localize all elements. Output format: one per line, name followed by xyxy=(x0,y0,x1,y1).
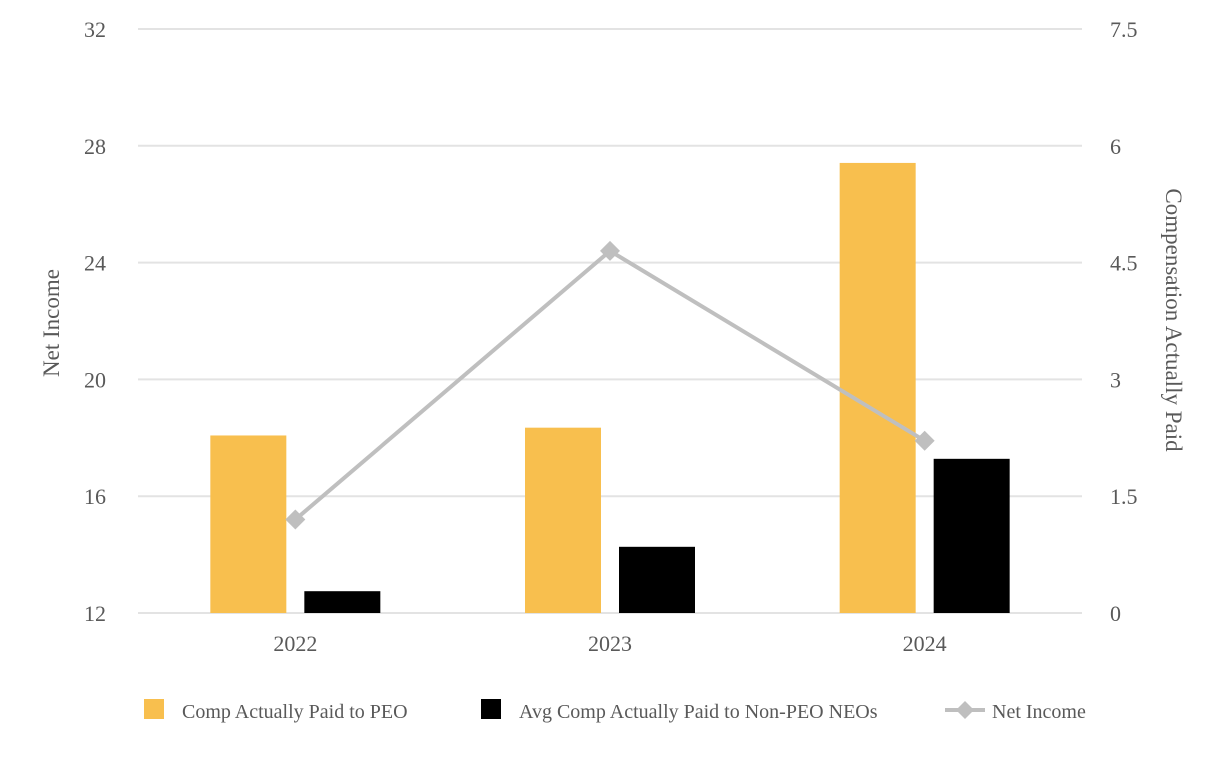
bar xyxy=(304,591,381,613)
legend-swatch-marker xyxy=(956,701,974,719)
line-marker xyxy=(914,430,935,451)
legend-label: Net Income xyxy=(992,701,1086,723)
left-axis-title: Net Income xyxy=(39,269,64,377)
legend: Comp Actually Paid to PEO Avg Comp Actual… xyxy=(144,699,1086,723)
left-tick-label: 20 xyxy=(84,367,106,392)
left-axis-ticks: 12 16 20 24 28 32 xyxy=(84,17,106,626)
x-axis-ticks: 2022 2023 2024 xyxy=(273,631,946,656)
right-tick-label: 0 xyxy=(1110,601,1121,626)
right-tick-label: 1.5 xyxy=(1110,484,1138,509)
bar xyxy=(210,435,287,613)
line-marker xyxy=(600,240,620,261)
legend-swatch xyxy=(144,699,164,719)
legend-swatch xyxy=(481,699,501,719)
left-tick-label: 16 xyxy=(84,484,106,509)
gridlines xyxy=(138,28,1082,614)
left-tick-label: 32 xyxy=(84,17,106,42)
bar xyxy=(933,458,1010,613)
bar xyxy=(525,427,601,613)
bar xyxy=(839,162,916,613)
left-tick-label: 12 xyxy=(84,601,106,626)
right-axis-title: Compensation Actually Paid xyxy=(1161,188,1186,452)
legend-label: Avg Comp Actually Paid to Non-PEO NEOs xyxy=(519,701,878,723)
right-axis-ticks: 0 1.5 3 4.5 6 7.5 xyxy=(1110,17,1138,626)
right-tick-label: 6 xyxy=(1110,134,1121,159)
right-tick-label: 4.5 xyxy=(1110,251,1138,276)
series-line xyxy=(294,248,926,522)
bars xyxy=(210,162,1010,613)
net-income-line xyxy=(285,240,935,530)
right-tick-label: 7.5 xyxy=(1110,17,1138,42)
x-tick-label: 2023 xyxy=(588,631,632,656)
bar xyxy=(619,546,695,613)
x-tick-label: 2022 xyxy=(273,631,317,656)
right-tick-label: 3 xyxy=(1110,367,1121,392)
line-marker xyxy=(285,509,306,530)
left-tick-label: 24 xyxy=(84,251,106,276)
x-tick-label: 2024 xyxy=(903,631,947,656)
left-tick-label: 28 xyxy=(84,134,106,159)
legend-label: Comp Actually Paid to PEO xyxy=(182,701,408,723)
